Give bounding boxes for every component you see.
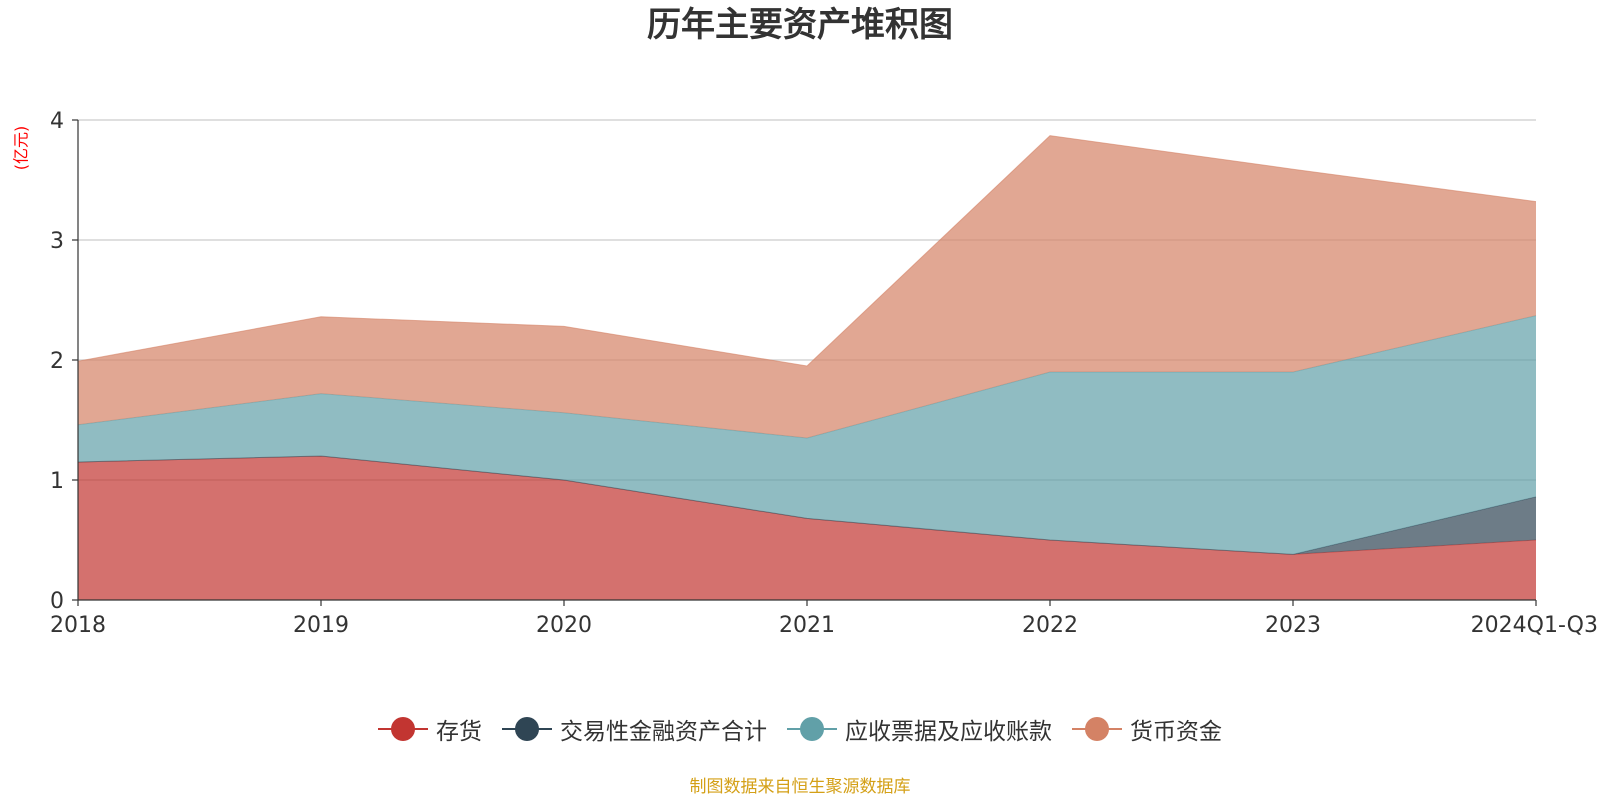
legend-marker-icon — [1072, 716, 1122, 742]
x-tick-label: 2021 — [779, 613, 835, 638]
area-series-group — [77, 135, 1537, 600]
y-tick-label: 2 — [50, 349, 64, 374]
legend-marker-icon — [787, 716, 837, 742]
data-source-note: 制图数据来自恒生聚源数据库 — [689, 777, 911, 797]
area-series — [78, 456, 1536, 555]
area-series-line — [77, 135, 1537, 367]
x-tick-label: 2024Q1-Q3 — [1471, 613, 1598, 638]
x-tick-label: 2023 — [1265, 613, 1321, 638]
x-tick-label: 2020 — [536, 613, 592, 638]
axes: 0 1 2 3 4 2018 2019 2020 2021 2022 2023 2024Q1-Q3 — [50, 109, 1598, 638]
legend: 存货 交易性金融资产合计 应收票据及应收账款 货币资金 — [0, 712, 1600, 746]
x-tick-label: 2022 — [1022, 613, 1078, 638]
legend-marker-icon — [502, 716, 552, 742]
y-tick-label: 0 — [50, 589, 64, 614]
legend-item[interactable]: 存货 — [378, 712, 482, 746]
legend-label: 应收票据及应收账款 — [845, 719, 1052, 745]
y-tick-label: 3 — [50, 229, 64, 254]
chart-title: 历年主要资产堆积图 — [647, 5, 953, 45]
legend-item[interactable]: 货币资金 — [1072, 712, 1222, 746]
legend-label: 货币资金 — [1130, 719, 1222, 745]
legend-item[interactable]: 应收票据及应收账款 — [787, 712, 1052, 746]
stacked-area-chart: 0 1 2 3 4 2018 2019 2020 2021 2022 2023 2024Q1-Q3 — [50, 109, 1598, 638]
legend-marker-dot — [391, 717, 415, 741]
area-series — [78, 456, 1536, 600]
y-tick-label: 4 — [50, 109, 64, 134]
legend-label: 存货 — [436, 719, 482, 745]
x-tick-label: 2018 — [50, 613, 106, 638]
legend-item[interactable]: 交易性金融资产合计 — [502, 712, 767, 746]
legend-marker-icon — [378, 716, 428, 742]
x-tick-label: 2019 — [293, 613, 349, 638]
legend-marker-dot — [1085, 717, 1109, 741]
area-series — [78, 315, 1536, 555]
legend-label: 交易性金融资产合计 — [560, 719, 767, 745]
y-tick-label: 1 — [50, 469, 64, 494]
legend-marker-dot — [800, 717, 824, 741]
legend-marker-dot — [515, 717, 539, 741]
area-series — [78, 135, 1536, 438]
